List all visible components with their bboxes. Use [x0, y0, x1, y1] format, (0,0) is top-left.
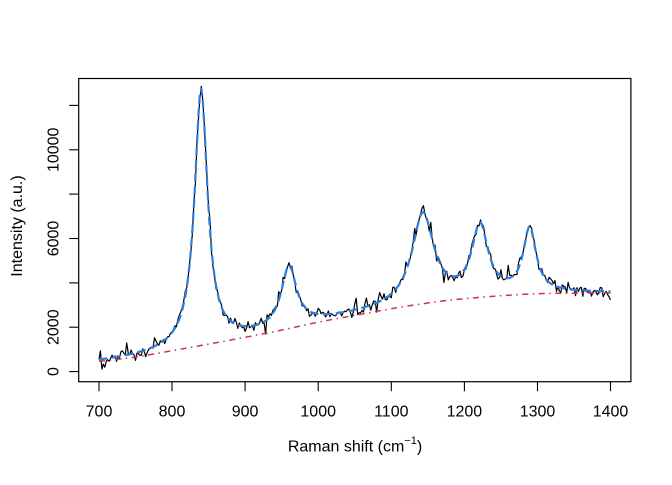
svg-text:700: 700 — [86, 404, 113, 421]
svg-text:1100: 1100 — [374, 404, 409, 421]
svg-text:1300: 1300 — [520, 404, 556, 421]
svg-text:10000: 10000 — [46, 127, 63, 172]
svg-text:900: 900 — [232, 404, 259, 421]
svg-text:0: 0 — [46, 367, 63, 376]
svg-text:1200: 1200 — [447, 404, 483, 421]
svg-text:6000: 6000 — [46, 221, 63, 257]
svg-text:1400: 1400 — [593, 404, 629, 421]
svg-text:Raman shift (cm−1): Raman shift (cm−1) — [288, 435, 422, 456]
svg-text:800: 800 — [159, 404, 186, 421]
svg-text:2000: 2000 — [46, 309, 63, 345]
svg-text:1000: 1000 — [300, 404, 336, 421]
svg-text:Intensity (a.u.): Intensity (a.u.) — [9, 175, 26, 276]
